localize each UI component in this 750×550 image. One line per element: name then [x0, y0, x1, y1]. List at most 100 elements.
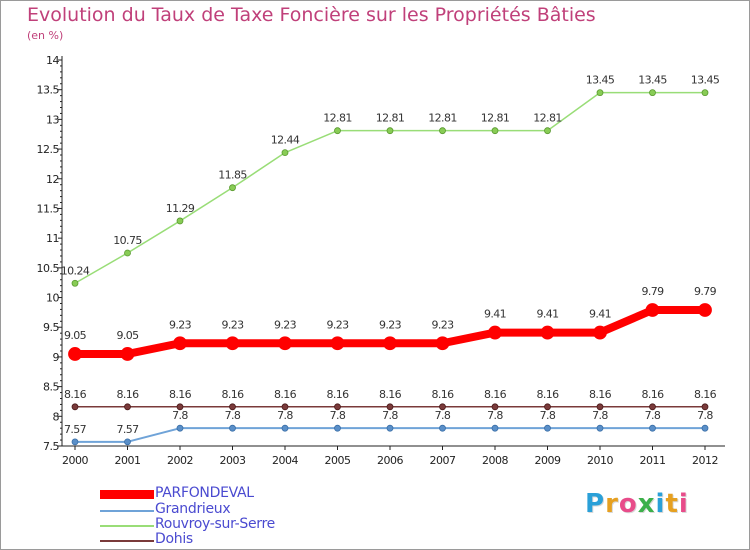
data-point-parfondeval: [225, 336, 240, 351]
x-tick-label: 2000: [62, 454, 88, 467]
data-label-rouvroy-sur-serre: 13.45: [691, 74, 720, 87]
logo-letter: i: [678, 489, 689, 519]
data-label-dohis: 8.16: [641, 388, 664, 401]
data-point-rouvroy-sur-serre: [596, 89, 604, 97]
data-label-rouvroy-sur-serre: 12.81: [376, 112, 405, 125]
data-point-grandrieux: [701, 424, 709, 432]
y-tick-label: 7.5: [43, 440, 59, 453]
data-labels-layer: 10.24 10.75 11.29 11.85 12.44 12.81 12.81 12.81…: [61, 74, 721, 436]
data-point-grandrieux: [176, 424, 184, 432]
data-label-dohis: 8.16: [274, 388, 297, 401]
data-label-dohis: 8.16: [536, 388, 559, 401]
data-point-dohis: [71, 403, 79, 411]
x-tick-label: 2001: [115, 454, 141, 467]
data-point-grandrieux: [334, 424, 341, 432]
data-point-parfondeval: [593, 325, 607, 340]
data-point-grandrieux: [491, 424, 499, 432]
data-point-parfondeval: [435, 336, 450, 351]
data-label-grandrieux: 7.8: [277, 409, 293, 422]
data-label-grandrieux: 7.57: [64, 423, 87, 436]
data-label-parfondeval: 9.23: [221, 318, 244, 331]
legend-label: Dohis: [155, 531, 193, 547]
logo-letter: i: [655, 489, 666, 519]
data-point-parfondeval: [645, 303, 660, 317]
data-point-dohis: [491, 403, 499, 411]
data-point-rouvroy-sur-serre: [124, 249, 131, 257]
series-layer: [68, 89, 712, 446]
data-label-dohis: 8.16: [326, 388, 349, 401]
data-point-dohis: [334, 403, 341, 411]
data-label-rouvroy-sur-serre: 12.81: [323, 112, 352, 125]
data-label-grandrieux: 7.8: [435, 409, 451, 422]
x-tick-label: 2011: [640, 454, 666, 467]
data-point-parfondeval: [698, 303, 712, 317]
data-point-rouvroy-sur-serre: [176, 217, 184, 225]
data-point-dohis: [649, 403, 656, 411]
chart-subtitle: (en %): [27, 29, 64, 42]
data-point-grandrieux: [544, 424, 551, 432]
data-point-dohis: [701, 403, 709, 411]
data-label-grandrieux: 7.57: [116, 423, 139, 436]
chart-title: Evolution du Taux de Taxe Foncière sur l…: [27, 4, 596, 26]
data-point-grandrieux: [229, 424, 236, 432]
data-label-rouvroy-sur-serre: 12.81: [428, 112, 457, 125]
y-tick-label: 9.5: [43, 321, 59, 334]
data-point-dohis: [439, 403, 446, 411]
logo-letter: t: [665, 489, 679, 519]
data-point-parfondeval: [488, 325, 502, 340]
data-label-rouvroy-sur-serre: 12.44: [271, 134, 300, 147]
data-label-grandrieux: 7.8: [540, 409, 556, 422]
data-point-grandrieux: [649, 424, 656, 432]
data-label-rouvroy-sur-serre: 11.85: [218, 169, 247, 182]
logo-letter: P: [585, 489, 606, 519]
data-point-rouvroy-sur-serre: [544, 127, 551, 135]
y-tick-label: 11.5: [37, 202, 60, 215]
data-label-dohis: 8.16: [379, 388, 402, 401]
data-point-rouvroy-sur-serre: [491, 127, 499, 135]
data-point-rouvroy-sur-serre: [649, 89, 656, 97]
proxiti-logo: Proxiti: [585, 489, 689, 519]
y-tick-label: 10.5: [37, 262, 60, 275]
y-tick-label: 9: [53, 351, 60, 364]
data-label-grandrieux: 7.8: [697, 409, 713, 422]
x-tick-label: 2007: [430, 454, 456, 467]
data-label-parfondeval: 9.41: [589, 308, 611, 321]
data-label-parfondeval: 9.23: [169, 318, 192, 331]
data-point-grandrieux: [281, 424, 289, 432]
data-point-parfondeval: [173, 336, 187, 351]
data-label-dohis: 8.16: [484, 388, 507, 401]
data-label-parfondeval: 9.23: [431, 318, 454, 331]
data-label-dohis: 8.16: [64, 388, 87, 401]
data-point-dohis: [176, 403, 184, 411]
data-label-rouvroy-sur-serre: 10.24: [61, 264, 90, 277]
data-label-dohis: 8.16: [169, 388, 192, 401]
data-label-rouvroy-sur-serre: 12.81: [481, 112, 510, 125]
x-tick-label: 2003: [220, 454, 246, 467]
data-label-rouvroy-sur-serre: 13.45: [586, 74, 615, 87]
y-tick-label: 12: [46, 173, 59, 186]
logo-letter: r: [605, 489, 619, 519]
data-label-grandrieux: 7.8: [487, 409, 503, 422]
data-label-parfondeval: 9.41: [536, 308, 558, 321]
data-label-rouvroy-sur-serre: 13.45: [638, 74, 667, 87]
x-tick-label: 2005: [325, 454, 351, 467]
data-point-parfondeval: [120, 347, 135, 361]
legend-label: Grandrieux: [155, 501, 231, 517]
data-point-rouvroy-sur-serre: [71, 279, 79, 287]
data-point-grandrieux: [439, 424, 446, 432]
y-tick-label: 13: [46, 113, 59, 126]
data-label-rouvroy-sur-serre: 12.81: [533, 112, 562, 125]
data-point-dohis: [229, 403, 236, 411]
data-label-parfondeval: 9.79: [694, 285, 717, 298]
data-point-rouvroy-sur-serre: [439, 127, 446, 135]
y-tick-label: 10: [46, 292, 59, 305]
data-point-dohis: [596, 403, 604, 411]
data-label-parfondeval: 9.79: [641, 285, 664, 298]
data-point-rouvroy-sur-serre: [281, 149, 289, 157]
x-tick-label: 2010: [587, 454, 613, 467]
x-tick-label: 2009: [535, 454, 561, 467]
y-tick-label: 12.5: [37, 143, 60, 156]
y-tick-label: 14: [46, 54, 59, 67]
data-label-dohis: 8.16: [694, 388, 717, 401]
